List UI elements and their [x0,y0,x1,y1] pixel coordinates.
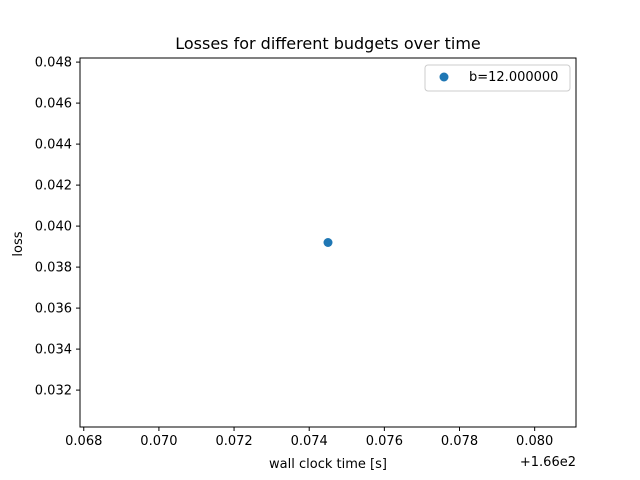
y-axis-label: loss [11,231,26,256]
legend-marker [439,72,449,82]
y-tick-label: 0.048 [35,56,72,71]
x-tick-label: 0.080 [516,434,553,449]
x-axis-label: wall clock time [s] [269,457,387,472]
y-tick-label: 0.034 [35,343,72,358]
legend: b=12.000000 [424,64,571,92]
data-point [323,238,333,247]
chart-title: Losses for different budgets over time [175,34,481,53]
y-tick-label: 0.042 [35,179,72,194]
y-tick-label: 0.046 [35,97,72,112]
data-points [323,238,333,247]
y-axis-ticks: 0.032 0.034 0.036 0.038 0.040 0.042 0.044 0.046… [35,56,80,399]
legend-label: b=12.000000 [469,70,558,85]
x-tick-label: 0.078 [441,434,478,449]
x-axis-offset-label: +1.66e2 [520,455,576,470]
x-tick-label: 0.072 [215,434,252,449]
x-tick-label: 0.068 [65,434,102,449]
x-tick-label: 0.074 [291,434,328,449]
plot-area-frame [79,57,577,428]
x-axis-ticks: 0.068 0.070 0.072 0.074 0.076 0.078 0.080 [65,427,553,449]
y-tick-label: 0.040 [35,220,72,235]
y-tick-label: 0.036 [35,302,72,317]
y-tick-label: 0.038 [35,261,72,276]
y-tick-label: 0.032 [35,384,72,399]
y-tick-label: 0.044 [35,138,72,153]
legend-box [424,64,571,92]
x-tick-label: 0.070 [140,434,177,449]
x-tick-label: 0.076 [366,434,403,449]
